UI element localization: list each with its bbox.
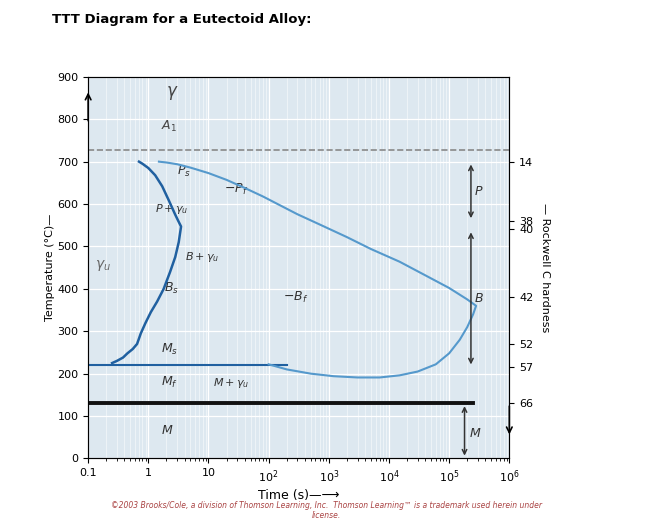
Text: TTT Diagram for a Eutectoid Alloy:: TTT Diagram for a Eutectoid Alloy: <box>52 13 311 26</box>
Y-axis label: — Rockwell C hardness: — Rockwell C hardness <box>540 203 550 332</box>
Text: $P_s$: $P_s$ <box>177 164 191 179</box>
Text: $M_f$: $M_f$ <box>161 375 178 391</box>
Text: $M_s$: $M_s$ <box>161 342 178 357</box>
Text: $M$: $M$ <box>161 424 173 437</box>
Text: $\gamma$: $\gamma$ <box>167 84 179 102</box>
Text: $B_s$: $B_s$ <box>164 281 179 296</box>
Text: $\gamma_u$: $\gamma_u$ <box>95 258 111 272</box>
Y-axis label: Temperature (°C)—: Temperature (°C)— <box>44 214 55 321</box>
Text: $-B_f$: $-B_f$ <box>283 290 308 305</box>
X-axis label: Time (s)—⟶: Time (s)—⟶ <box>258 489 340 502</box>
Text: $A_1$: $A_1$ <box>161 119 176 134</box>
Text: ©2003 Brooks/Cole, a division of Thomson Learning, Inc.  Thomson Learning™ is a : ©2003 Brooks/Cole, a division of Thomson… <box>111 501 542 520</box>
Text: P: P <box>475 185 482 198</box>
Text: $B + \gamma_u$: $B + \gamma_u$ <box>185 250 219 264</box>
Text: B: B <box>475 292 483 305</box>
Text: $M$: $M$ <box>469 427 481 439</box>
Text: $M + \gamma_u$: $M + \gamma_u$ <box>214 376 249 391</box>
Text: $P + \gamma_u$: $P + \gamma_u$ <box>155 202 189 216</box>
Text: $-P_f$: $-P_f$ <box>224 182 248 197</box>
